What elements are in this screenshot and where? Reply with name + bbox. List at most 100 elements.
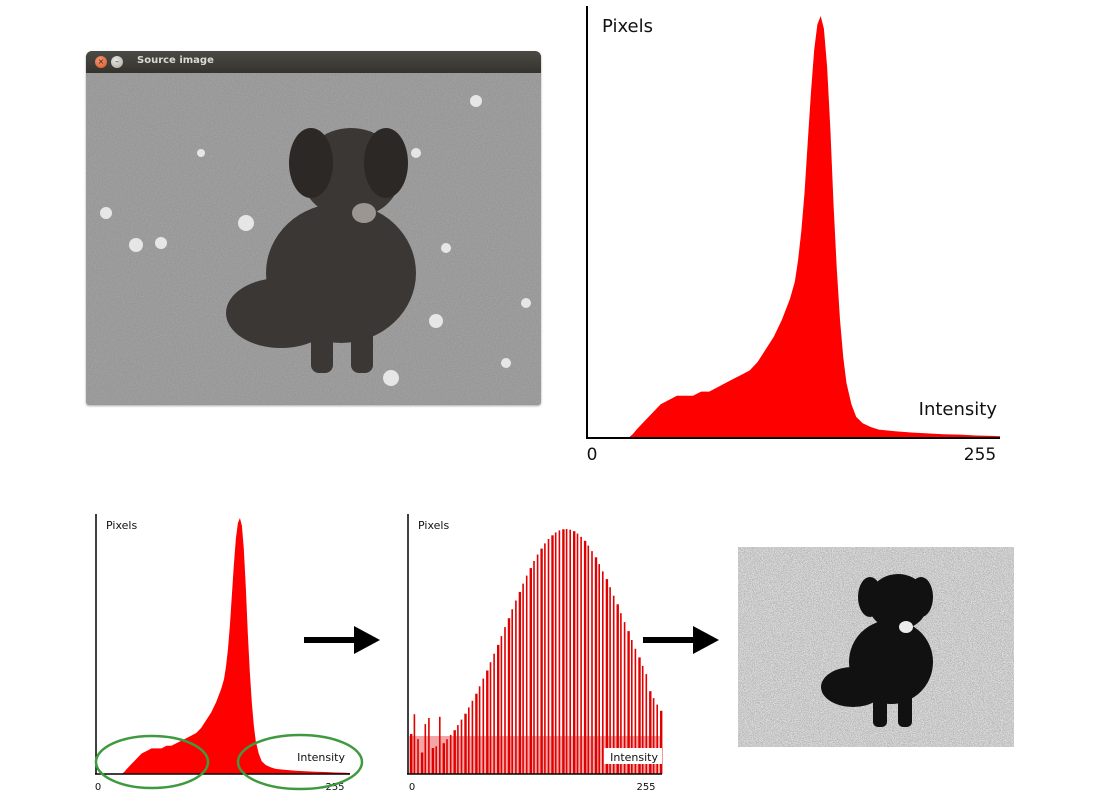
equalized-bar xyxy=(482,678,485,774)
x-tick-255: 255 xyxy=(964,445,996,465)
equalized-bar xyxy=(602,571,604,774)
window-title: Source image xyxy=(137,55,214,66)
equalized-bar xyxy=(471,700,474,774)
equalized-bar xyxy=(551,535,554,774)
equalized-bar xyxy=(562,529,565,774)
small-x-tick-0: 0 xyxy=(95,782,101,793)
equalized-bar xyxy=(565,529,568,774)
equalized-bar xyxy=(410,734,413,774)
equalized-bar xyxy=(413,714,416,774)
equalized-bar xyxy=(439,716,441,774)
equalized-bar xyxy=(453,730,456,774)
eq-y-axis-label: Pixels xyxy=(418,519,449,532)
equalized-bar xyxy=(580,536,582,774)
equalized-bar xyxy=(609,587,611,774)
equalized-bar xyxy=(536,554,539,774)
equalized-bar xyxy=(518,591,522,774)
equalized-bar xyxy=(612,595,615,774)
large-histogram-chart: Pixels Intensity 0 255 xyxy=(586,6,1000,465)
histogram-area xyxy=(588,16,1000,438)
eq-x-tick-255: 255 xyxy=(636,782,655,793)
source-image-window: × – Source image xyxy=(86,51,541,405)
equalized-bar xyxy=(449,734,452,774)
equalized-bar xyxy=(511,609,513,774)
equalized-bar xyxy=(464,713,467,774)
eq-x-axis-label: Intensity xyxy=(610,751,658,764)
equalized-bar xyxy=(515,600,517,774)
equalized-photo xyxy=(738,547,1014,747)
x-tick-0: 0 xyxy=(587,445,598,465)
equalized-bar xyxy=(620,613,622,774)
high-intensity-ellipse xyxy=(236,733,364,791)
equalized-bar xyxy=(431,748,435,774)
equalized-bar xyxy=(468,707,470,774)
equalized-bar xyxy=(634,648,637,774)
close-icon[interactable]: × xyxy=(95,56,107,68)
equalized-bar xyxy=(478,686,481,774)
equalized-bar xyxy=(605,579,609,774)
dog-silhouette xyxy=(226,128,416,373)
equalized-bar xyxy=(547,539,550,774)
equalized-bar xyxy=(645,674,648,774)
equalized-bar xyxy=(656,704,658,774)
equalized-bar xyxy=(652,698,655,774)
equalized-histogram-chart: Pixels Intensity 0 255 xyxy=(407,514,663,793)
equalized-bar xyxy=(591,551,593,774)
equalized-bar xyxy=(493,653,495,774)
eq-x-tick-0: 0 xyxy=(409,782,415,793)
equalized-bar xyxy=(428,718,430,774)
equalized-bar xyxy=(529,568,532,774)
equalized-bar xyxy=(504,627,506,774)
equalized-bars xyxy=(409,529,663,774)
equalized-bar xyxy=(544,543,546,774)
window-titlebar[interactable]: × – Source image xyxy=(86,51,541,73)
arrow-right-icon xyxy=(643,626,719,654)
equalized-bar xyxy=(573,531,576,774)
equalized-bar xyxy=(587,545,590,774)
equalized-bar xyxy=(649,691,652,774)
equalized-bar xyxy=(598,564,600,774)
equalized-bar xyxy=(446,739,448,774)
equalized-bar xyxy=(442,743,445,774)
small-histogram-area xyxy=(97,518,350,774)
equalized-bar xyxy=(417,739,419,774)
equalized-bar xyxy=(525,575,528,774)
equalized-bar xyxy=(583,540,587,774)
equalized-bar xyxy=(500,636,503,774)
equalized-bar xyxy=(638,657,641,774)
small-histogram-chart: Pixels Intensity 0 255 xyxy=(94,514,364,793)
small-x-axis-label: Intensity xyxy=(297,751,345,764)
equalized-bar xyxy=(594,557,598,774)
equalized-bar xyxy=(460,719,463,774)
equalized-bar xyxy=(475,693,478,774)
equalized-bar xyxy=(660,710,663,774)
equalized-bar xyxy=(522,583,524,774)
equalized-bar xyxy=(623,622,626,774)
equalized-bar xyxy=(533,561,535,774)
equalized-bar xyxy=(489,662,492,774)
equalized-bar xyxy=(486,670,489,774)
equalized-bar xyxy=(507,618,511,774)
equalized-bar xyxy=(641,665,644,774)
equalized-bar xyxy=(457,725,459,774)
equalized-bar xyxy=(616,604,619,774)
equalized-bar xyxy=(569,529,571,774)
arrow-right-icon xyxy=(304,626,380,654)
equalized-bar xyxy=(576,533,579,774)
equalized-bar xyxy=(420,752,424,774)
equalized-bar xyxy=(435,746,437,774)
y-axis-label: Pixels xyxy=(602,16,653,37)
small-x-tick-255: 255 xyxy=(325,782,344,793)
eq-x-label-bg xyxy=(604,748,662,764)
flowers xyxy=(100,95,531,386)
minimize-icon[interactable]: – xyxy=(111,56,123,68)
x-axis-label: Intensity xyxy=(919,399,998,420)
equalized-bar xyxy=(627,631,630,774)
equalized-bar xyxy=(497,644,500,774)
equalized-bar xyxy=(424,724,427,774)
small-y-axis-label: Pixels xyxy=(106,519,137,532)
equalized-bar xyxy=(631,640,633,774)
source-photo xyxy=(86,73,541,403)
equalized-bar xyxy=(558,530,561,774)
low-intensity-ellipse xyxy=(94,734,210,790)
